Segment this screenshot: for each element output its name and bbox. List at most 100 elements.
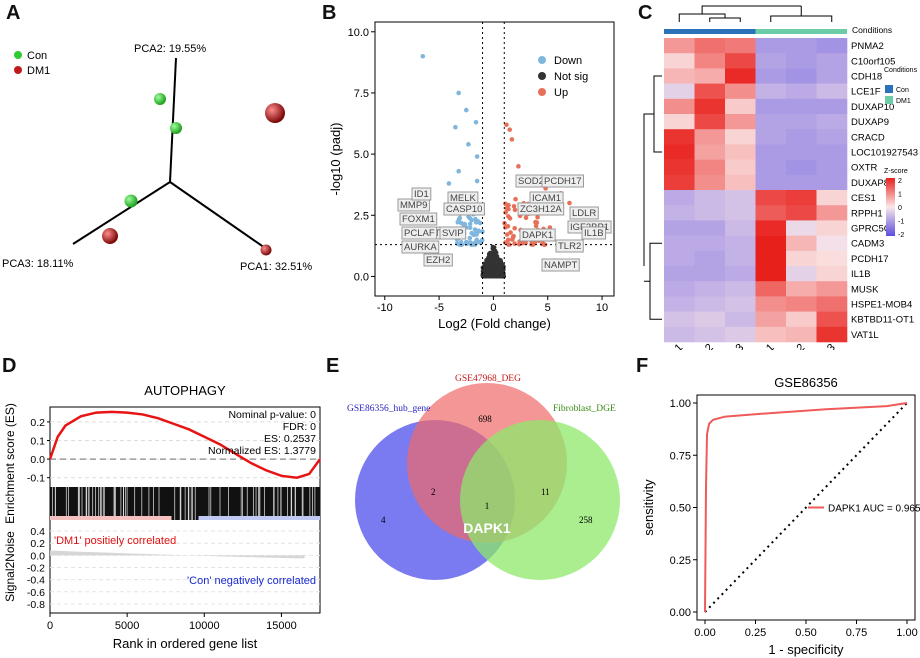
- volcano-ytick-label: 2.5: [354, 210, 369, 222]
- volcano-gene-label-down-box: [411, 187, 432, 201]
- heatmap-column-label: DM1_2: [774, 342, 808, 350]
- heatmap-legend-label: Con: [896, 87, 909, 94]
- volcano-point-up: [511, 204, 517, 209]
- panel-label-b: B: [322, 2, 337, 24]
- volcano-gene-label-up-box: [519, 228, 556, 242]
- volcano-gene-label-down-box: [443, 202, 485, 216]
- heatmap-cell: [816, 281, 848, 297]
- heatmap-cell: [664, 220, 695, 236]
- volcano-frame: [374, 21, 615, 297]
- heatmap-column-label: Con_3: [715, 342, 746, 350]
- heatmap-legend-title: Conditions: [884, 67, 918, 74]
- pca-point-dm1: [102, 228, 118, 244]
- volcano-gene-label-down-box: [401, 240, 440, 254]
- volcano-gene-label-down: SVIP: [442, 228, 464, 239]
- volcano-legend-label: Down: [554, 55, 582, 67]
- gsea-es-tick-label: 0.1: [30, 435, 45, 447]
- volcano-point-notsig: [488, 270, 493, 275]
- volcano-point-notsig: [488, 264, 493, 269]
- roc-xtick-label: 0.00: [694, 627, 715, 639]
- heatmap-cell: [816, 68, 848, 84]
- heatmap-legend-swatch: [885, 96, 893, 104]
- gsea-rank-gradient-neg: [198, 516, 320, 520]
- venn-count-ab: 2: [431, 487, 436, 497]
- volcano-point-down: [467, 221, 473, 227]
- heatmap-cell: [664, 129, 695, 145]
- volcano-point-up: [512, 241, 517, 246]
- heatmap-column-label: DM1_1: [743, 342, 777, 350]
- heatmap-cell: [725, 326, 756, 343]
- volcano-gene-label-up-box: [569, 206, 599, 220]
- legend-dm1-label: DM1: [27, 65, 50, 77]
- gsea-s2n-tick-label: 0.4: [30, 526, 45, 538]
- heatmap-cell: [694, 190, 726, 206]
- volcano-point-notsig: [499, 269, 504, 274]
- gsea-es-tick-label: 0.2: [30, 417, 45, 429]
- roc-ytick-label: 0.25: [670, 555, 691, 567]
- heatmap-row-label: DUXAP8: [851, 178, 889, 189]
- heatmap-cell: [816, 83, 848, 100]
- gsea-xtick-label: 15000: [266, 620, 297, 632]
- volcano-point-notsig: [484, 265, 489, 270]
- heatmap-column-label: DM1_3: [804, 342, 838, 350]
- heatmap-cell: [816, 38, 848, 54]
- legend-con-label: Con: [27, 50, 47, 62]
- heatmap-cell: [694, 250, 726, 267]
- heatmap-cell: [664, 53, 695, 69]
- volcano-point-down: [456, 168, 461, 174]
- gsea-s2n-tick-label: 0.2: [30, 538, 45, 550]
- heatmap-cell: [786, 190, 817, 206]
- heatmap-cell: [725, 220, 756, 236]
- heatmap-cell: [725, 190, 756, 206]
- heatmap: Conditions PNMA2 C10orf105 CDH18 LCE1F DUXAP1…: [643, 5, 918, 350]
- heatmap-cell: [755, 311, 787, 328]
- heatmap-legend-swatch: [885, 85, 893, 93]
- heatmap-cell: [664, 326, 695, 343]
- heatmap-cell: [725, 205, 756, 221]
- gsea-stat: ES: 0.2537: [264, 433, 316, 445]
- volcano-point-up: [507, 216, 513, 221]
- zscore-title: Z-score: [884, 168, 908, 175]
- heatmap-row-label: IL1B: [851, 269, 871, 280]
- heatmap-cell: [786, 174, 817, 191]
- heatmap-cell: [664, 68, 695, 84]
- volcano-gene-label-up: DAPK1: [522, 230, 553, 241]
- heatmap-row-label: LOC101927543: [851, 148, 918, 159]
- gsea-plot: AUTOPHAGY 0.2 0.1 0.0 -0.1 Nominal p-value: 0…: [3, 383, 322, 651]
- heatmap-cell: [694, 326, 726, 343]
- heatmap-column-dendrogram: [678, 5, 833, 22]
- volcano-point-notsig: [486, 274, 491, 279]
- heatmap-cell: [755, 144, 787, 160]
- heatmap-cell: [725, 129, 756, 145]
- venn-count-a: 4: [381, 515, 386, 525]
- volcano-xlabel: Log2 (Fold change): [438, 316, 551, 331]
- gsea-pos-label: 'DM1' positiely correlated: [54, 535, 176, 547]
- heatmap-cell: [786, 311, 817, 328]
- heatmap-cell: [694, 114, 726, 130]
- volcano-point-down: [472, 227, 478, 232]
- zscore-tick-label: -1: [898, 219, 904, 226]
- heatmap-cell: [755, 205, 787, 221]
- volcano-legend-dot: [538, 72, 546, 80]
- heatmap-column-label: Con_2: [684, 342, 715, 350]
- volcano-gene-label-up-box: [581, 226, 607, 240]
- volcano-ytick-label: 7.5: [354, 88, 369, 100]
- volcano-point-up: [513, 196, 518, 202]
- pca-point-dm1: [265, 103, 285, 123]
- heatmap-cell: [755, 53, 787, 69]
- gsea-s2n-tick-label: -0.6: [27, 587, 45, 599]
- volcano-gene-label-down-box: [439, 226, 467, 240]
- heatmap-legend-label: DM1: [896, 98, 911, 105]
- legend-con-dot: [14, 51, 22, 59]
- heatmap-cell: [755, 281, 787, 297]
- pca2-axis: [169, 57, 177, 183]
- volcano-point-up: [534, 220, 540, 225]
- heatmap-cell: [664, 159, 695, 176]
- heatmap-cell: [664, 98, 695, 115]
- volcano-point-down: [463, 107, 469, 113]
- heatmap-cell: [816, 114, 848, 130]
- volcano-point-down: [466, 142, 471, 147]
- heatmap-cell: [816, 98, 848, 115]
- venn-label-c: Fibroblast_DGE: [553, 404, 616, 414]
- heatmap-row-label: KBTBD11-OT1: [851, 315, 914, 326]
